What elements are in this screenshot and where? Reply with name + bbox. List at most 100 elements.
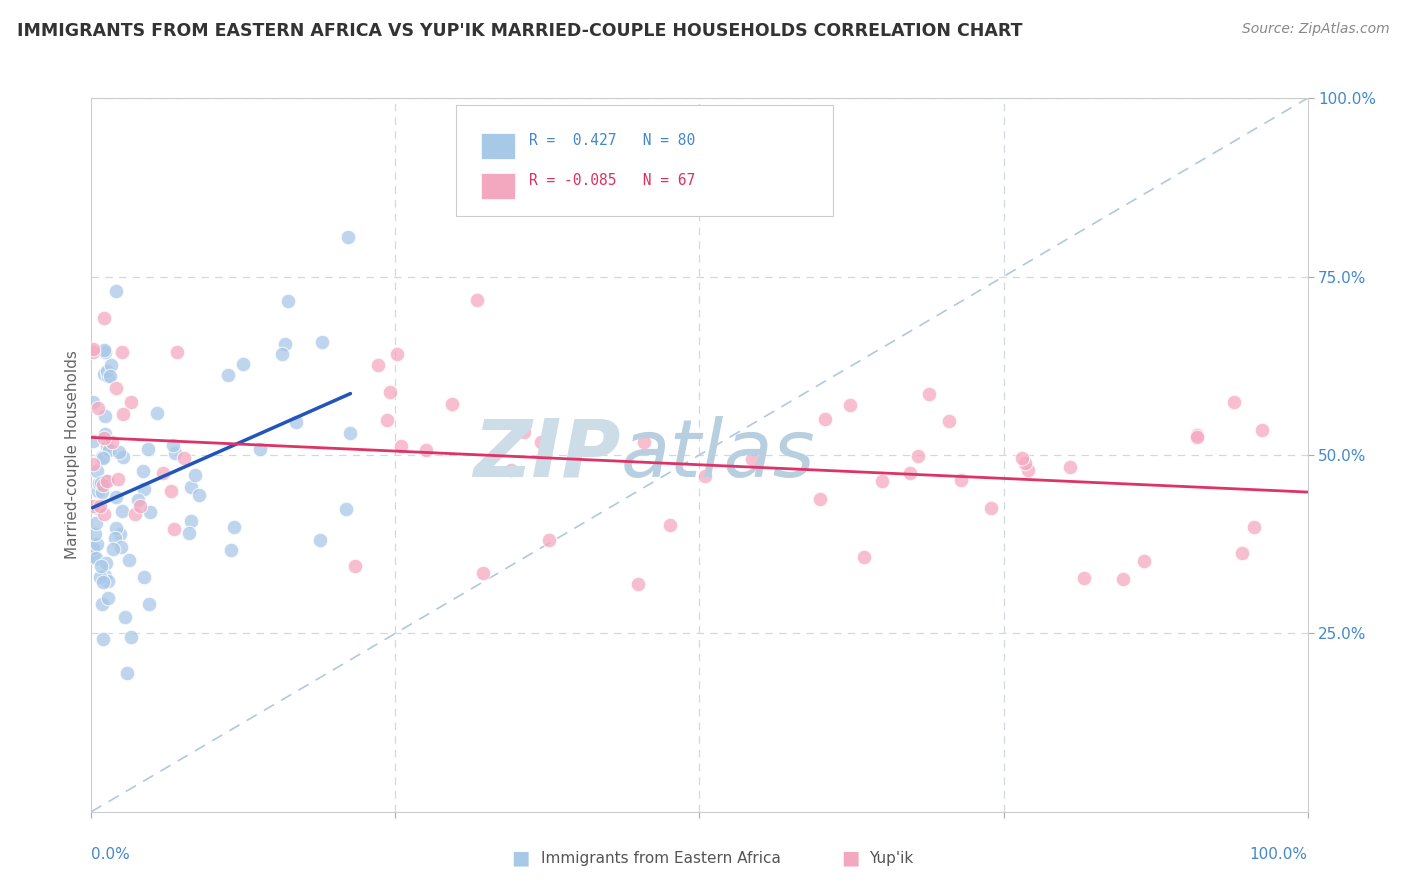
Point xyxy=(465,293,488,308)
Text: ZIP: ZIP xyxy=(472,416,620,494)
Point xyxy=(166,344,188,359)
Point xyxy=(180,480,202,494)
Point xyxy=(277,293,299,308)
Point xyxy=(163,446,186,460)
Point xyxy=(82,549,104,564)
Point xyxy=(177,526,200,541)
Point xyxy=(309,533,332,548)
Point xyxy=(132,482,155,496)
Point xyxy=(695,468,717,483)
Point xyxy=(91,632,114,646)
Point xyxy=(97,591,120,605)
Point xyxy=(499,463,522,477)
Point xyxy=(82,344,104,359)
Point xyxy=(950,473,973,487)
Point xyxy=(232,357,254,371)
Point xyxy=(105,381,128,395)
Point xyxy=(1059,460,1081,475)
Point xyxy=(94,475,117,489)
Point xyxy=(180,514,202,528)
Point xyxy=(91,450,114,465)
Point xyxy=(93,507,115,521)
Point xyxy=(537,533,560,547)
Point xyxy=(839,398,862,412)
Point xyxy=(117,552,139,566)
Point xyxy=(1073,571,1095,585)
Point xyxy=(93,431,115,445)
Point xyxy=(97,369,120,384)
Point xyxy=(103,542,125,557)
Point xyxy=(98,369,121,384)
Point xyxy=(853,550,876,565)
Point xyxy=(658,518,681,533)
Point xyxy=(93,568,115,582)
Point xyxy=(1185,428,1208,442)
Point xyxy=(814,412,837,426)
Point xyxy=(132,570,155,584)
Point xyxy=(274,336,297,351)
Point xyxy=(97,442,120,457)
Point xyxy=(1011,450,1033,465)
Point xyxy=(104,284,127,298)
Point xyxy=(898,467,921,481)
Point xyxy=(512,425,534,439)
Point xyxy=(907,449,929,463)
Point xyxy=(120,631,142,645)
Point xyxy=(89,570,111,584)
Text: 0.0%: 0.0% xyxy=(91,847,131,863)
Point xyxy=(94,409,117,423)
Point xyxy=(1132,554,1154,568)
Point xyxy=(82,395,104,409)
Point xyxy=(93,343,115,357)
Point xyxy=(1112,572,1135,586)
Text: ■: ■ xyxy=(510,848,530,868)
Point xyxy=(162,438,184,452)
Point xyxy=(128,499,150,513)
Point xyxy=(311,334,333,349)
FancyBboxPatch shape xyxy=(456,105,834,216)
Point xyxy=(146,406,169,420)
Point xyxy=(1187,430,1209,444)
Point xyxy=(96,474,118,488)
Point xyxy=(633,435,655,450)
Point xyxy=(108,527,131,541)
Point xyxy=(136,442,159,456)
Point xyxy=(980,501,1002,516)
Point xyxy=(339,425,361,440)
Text: Immigrants from Eastern Africa: Immigrants from Eastern Africa xyxy=(541,851,782,865)
Point xyxy=(219,543,242,558)
Point xyxy=(90,450,112,464)
Point xyxy=(91,477,114,491)
Point xyxy=(96,364,118,378)
Point xyxy=(139,505,162,519)
Point xyxy=(93,367,115,381)
Point xyxy=(1230,545,1253,559)
Point xyxy=(285,415,308,429)
Point xyxy=(93,310,115,325)
Point xyxy=(1223,394,1246,409)
Point xyxy=(93,575,115,590)
Point xyxy=(389,440,412,454)
Point xyxy=(367,358,389,372)
Point xyxy=(90,558,112,573)
Point xyxy=(115,666,138,681)
Point xyxy=(870,475,893,489)
Point xyxy=(90,475,112,490)
Point xyxy=(82,434,104,448)
Y-axis label: Married-couple Households: Married-couple Households xyxy=(65,351,80,559)
Point xyxy=(160,483,183,498)
Point xyxy=(100,358,122,372)
Point xyxy=(100,434,122,449)
Point xyxy=(173,451,195,466)
Point xyxy=(105,521,128,535)
Text: ■: ■ xyxy=(841,848,860,868)
Point xyxy=(112,450,135,464)
Point xyxy=(90,484,112,499)
Point xyxy=(110,541,132,555)
Point xyxy=(107,472,129,486)
Point xyxy=(1017,463,1039,477)
Text: Source: ZipAtlas.com: Source: ZipAtlas.com xyxy=(1241,22,1389,37)
Point xyxy=(86,536,108,550)
Point xyxy=(183,468,205,483)
Point xyxy=(385,347,408,361)
